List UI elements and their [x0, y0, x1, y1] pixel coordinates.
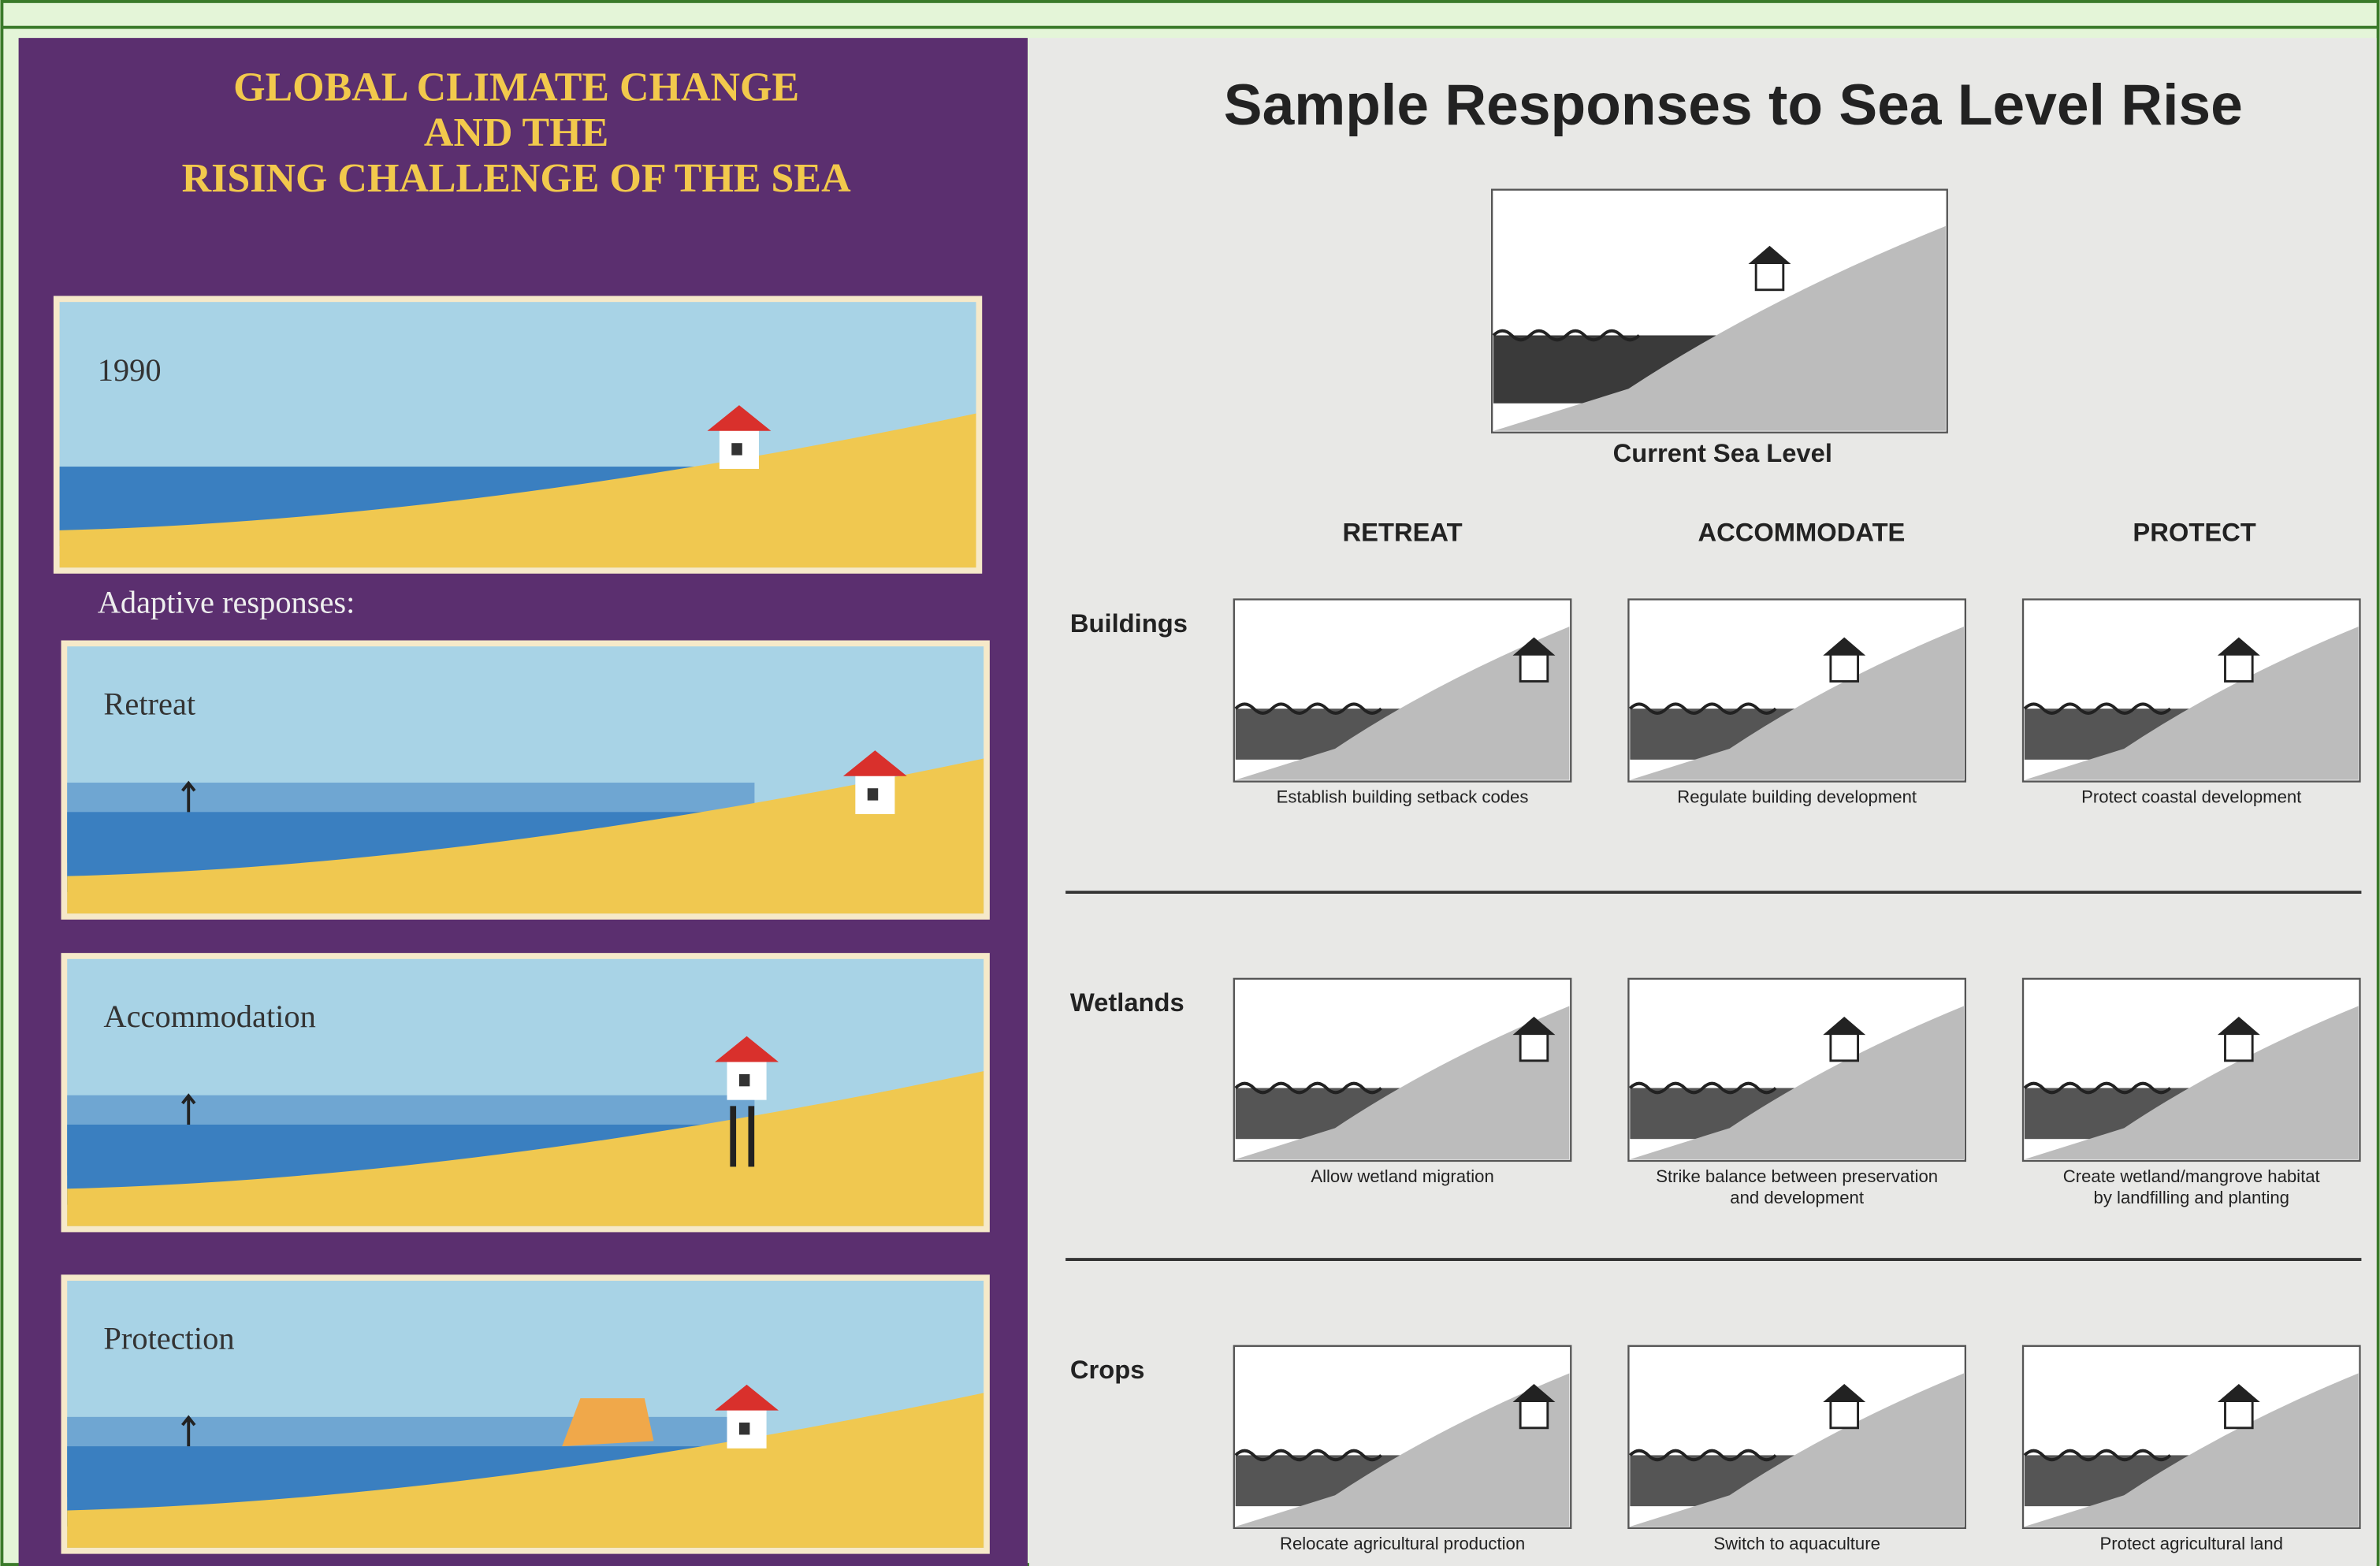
caption: Allow wetland migration [1311, 1166, 1493, 1186]
house [1520, 1400, 1548, 1428]
row-label: Wetlands [1070, 988, 1184, 1017]
column-head: RETREAT [1343, 517, 1463, 546]
current-label: Current Sea Level [1613, 438, 1832, 467]
window [739, 1423, 749, 1434]
subtitle: Adaptive responses: [98, 585, 355, 620]
panel-label: Protection [103, 1320, 234, 1356]
caption: Relocate agricultural production [1280, 1534, 1525, 1553]
caption: Protect agricultural land [2100, 1534, 2283, 1553]
caption: by landfilling and planting [2094, 1188, 2289, 1207]
house [1756, 262, 1783, 290]
poster-title: GLOBAL CLIMATE CHANGE [233, 65, 799, 110]
house [1520, 1033, 1548, 1061]
house [1831, 1033, 1858, 1061]
poster-title: RISING CHALLENGE OF THE SEA [182, 156, 852, 201]
house [2225, 654, 2252, 682]
panel-label: Accommodation [103, 999, 315, 1034]
row-label: Buildings [1070, 608, 1188, 638]
window [739, 1074, 749, 1086]
stilt [748, 1106, 754, 1166]
caption: Strike balance between preservation [1656, 1166, 1938, 1186]
column-head: PROTECT [2133, 517, 2255, 546]
caption: Regulate building development [1677, 787, 1917, 807]
screenshot: GLOBAL CLIMATE CHANGEAND THERISING CHALL… [0, 0, 2380, 1566]
panel-label: Retreat [103, 686, 195, 722]
page-title: Sample Responses to Sea Level Rise [1224, 73, 2243, 137]
stilt [730, 1106, 736, 1166]
house [2225, 1033, 2252, 1061]
house [1520, 654, 1548, 682]
window [731, 443, 742, 455]
caption: Establish building setback codes [1277, 787, 1529, 807]
caption: Create wetland/mangrove habitat [2063, 1166, 2320, 1186]
caption: and development [1730, 1188, 1864, 1207]
house [1831, 654, 1858, 682]
caption: Protect coastal development [2081, 787, 2301, 807]
column-head: ACCOMMODATE [1698, 517, 1905, 546]
baseline-label: 1990 [98, 352, 162, 388]
window [868, 788, 878, 800]
row-label: Crops [1070, 1355, 1145, 1384]
house [1831, 1400, 1858, 1428]
poster-title: AND THE [424, 110, 608, 155]
house [2225, 1400, 2252, 1428]
caption: Switch to aquaculture [1713, 1534, 1880, 1553]
